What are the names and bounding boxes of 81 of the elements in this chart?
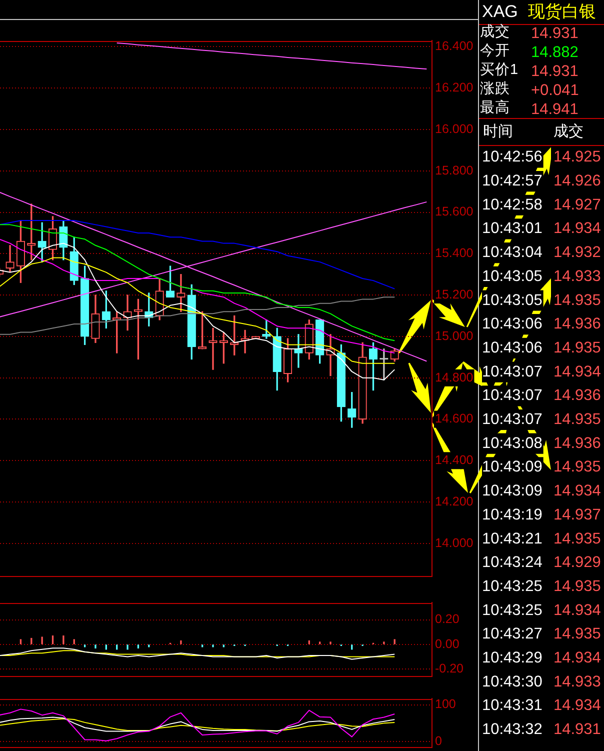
y-tick-label: 10:43:27 [482, 626, 542, 643]
y-tick-label: 16.200 [435, 80, 474, 95]
y-tick-label: 10:42:58 [482, 196, 542, 214]
category-label: 涨跌 [480, 81, 510, 98]
y-tick-label: 14.600 [435, 412, 474, 426]
data-label: 14.933 [554, 268, 601, 285]
y-tick-label: 10:43:31 [482, 697, 542, 714]
y-tick-label: 14.800 [435, 370, 474, 384]
y-tick-label: 14.400 [435, 453, 474, 468]
text: 14.931 [531, 24, 578, 42]
data-label: 14.929 [554, 554, 601, 572]
y-tick-label: 10:43:25 [482, 578, 542, 595]
y-tick-label: 0.20 [435, 612, 460, 626]
y-tick-label: -0.20 [435, 662, 464, 676]
text: +0.041 [531, 82, 579, 99]
text: 14.941 [531, 100, 578, 118]
category-label: 今开 [480, 43, 510, 60]
y-tick-label: 10:43:32 [482, 721, 542, 738]
data-label: 14.934 [554, 482, 602, 500]
y-tick-label: 10:43:06 [482, 339, 542, 356]
y-tick-label: 10:43:05 [482, 292, 542, 309]
data-label: 14.935 [554, 530, 601, 548]
y-tick-label: 14.200 [435, 494, 474, 508]
data-label: 14.935 [554, 292, 601, 309]
data-label: 14.936 [554, 316, 601, 333]
data-label: 14.926 [554, 172, 601, 190]
y-tick-label: 14.000 [435, 536, 474, 550]
y-tick-label: 10:42:56 [482, 148, 542, 166]
y-tick-label: 10:43:07 [482, 411, 542, 428]
category-label: 成交 [480, 24, 510, 42]
y-tick-label: 15.600 [435, 204, 474, 219]
data-label: 14.936 [554, 387, 601, 404]
y-axis-title: 时间 [483, 122, 513, 140]
y-tick-label: 10:43:21 [482, 530, 542, 548]
data-label: 14.927 [554, 196, 601, 214]
y-tick-label: 10:43:30 [482, 673, 543, 690]
y-tick-label: 10:42:57 [482, 172, 542, 190]
text: 现货白银 [528, 2, 596, 22]
data-label: 14.932 [554, 244, 601, 262]
y-tick-label: 10:43:08 [482, 434, 542, 452]
y-tick-label: 10:43:06 [482, 316, 542, 333]
y-tick-label: 10:43:07 [482, 363, 542, 380]
data-label: 14.935 [554, 578, 601, 595]
y-tick-label: 10:43:25 [482, 602, 542, 619]
text: 14.882 [531, 44, 578, 61]
data-label: 14.935 [554, 458, 601, 476]
y-tick-label: 0.00 [435, 636, 460, 651]
y-tick-label: 15.800 [435, 163, 474, 178]
data-label: 14.935 [554, 339, 601, 356]
y-tick-label: 10:43:24 [482, 554, 543, 572]
y-tick-label: 16.400 [435, 39, 474, 54]
data-label: 14.937 [554, 506, 601, 524]
data-label: 14.935 [554, 411, 601, 428]
y-tick-label: 10:43:19 [482, 506, 542, 524]
y-tick-label: 10:43:09 [482, 482, 542, 500]
y-tick-label: 10:43:01 [482, 220, 542, 238]
y-tick-label: 10:43:09 [482, 458, 542, 476]
y-tick-label: 15.200 [435, 288, 474, 302]
text: 14.931 [531, 62, 578, 80]
category-label: 最高 [480, 100, 510, 118]
data-label: 14.931 [554, 721, 601, 738]
data-label: 14.933 [554, 673, 601, 690]
y-tick-label: 15.000 [435, 328, 474, 343]
data-label: 14.934 [554, 697, 602, 714]
y-tick-label: 0 [435, 734, 442, 748]
y-tick-label: 15.400 [435, 246, 474, 260]
y-tick-label: 10:43:07 [482, 387, 542, 404]
data-label: 14.935 [554, 626, 601, 643]
data-label: 14.934 [554, 650, 602, 667]
y-tick-label: 100 [435, 697, 456, 712]
text: XAG [482, 2, 518, 22]
category-label: 买价1 [480, 62, 518, 80]
y-tick-label: 10:43:05 [482, 268, 542, 285]
data-label: 14.936 [554, 434, 601, 452]
data-label: 14.934 [554, 363, 602, 380]
data-label: 14.934 [554, 602, 602, 619]
y-tick-label: 10:43:29 [482, 650, 542, 667]
y-tick-label: 16.000 [435, 122, 474, 136]
y-tick-label: 10:43:04 [482, 244, 543, 262]
data-label: 14.925 [554, 148, 601, 166]
data-label: 14.934 [554, 220, 602, 238]
